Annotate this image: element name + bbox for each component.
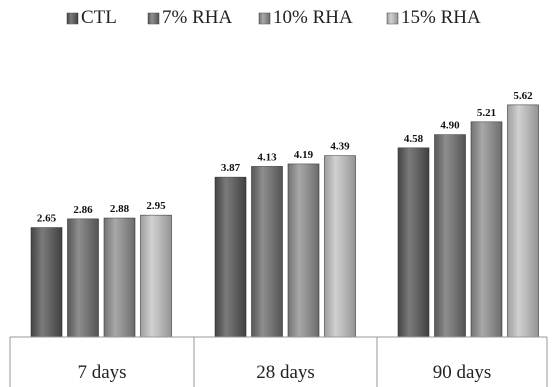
legend-swatch-shade-4 [387,13,398,24]
value-label-2-1: 3.87 [221,162,241,174]
legend: CTL 7% RHA 10% RHA 15% RHA [66,7,481,28]
bar-shade-1-1 [31,227,62,337]
bar-shade-1-4 [140,215,172,337]
legend-label-4: 15% RHA [401,7,481,28]
value-label-3-3: 5.21 [477,107,496,119]
legend-swatch-shade-2 [148,13,159,24]
bar-shade-2-4 [324,155,356,337]
bar-shade-1-2 [67,218,99,337]
bar-shade-3-4 [507,104,539,337]
value-label-1-4: 2.95 [146,200,166,212]
category-label-1: 7 days [77,362,126,383]
bars-group [30,104,539,338]
bar-shade-2-3 [288,163,319,337]
legend-swatch-shade-1 [67,13,78,24]
bar-shade-1-3 [104,218,135,337]
legend-swatch-shade-3 [259,13,270,24]
bar-shade-3-1 [398,147,429,337]
category-label-2: 28 days [256,362,315,383]
legend-label-1: CTL [81,7,117,28]
value-label-3-1: 4.58 [404,133,424,145]
bar-shade-3-3 [471,121,502,338]
legend-label-3: 10% RHA [273,7,353,28]
value-label-1-2: 2.86 [73,204,93,216]
value-label-3-2: 4.90 [440,120,460,132]
category-label-3: 90 days [433,362,492,383]
category-labels-group: 7 days 28 days 90 days [9,337,548,387]
value-labels-group: 2.65 2.86 2.88 2.95 3.87 4.13 4.19 4.39 4.58 4.90… [37,90,533,225]
bar-shade-2-1 [215,177,246,337]
value-label-2-2: 4.13 [257,151,277,163]
value-label-1-1: 2.65 [37,213,57,225]
legend-label-2: 7% RHA [162,7,232,28]
value-label-1-3: 2.88 [110,203,130,215]
value-label-3-4: 5.62 [513,90,533,102]
value-label-2-4: 4.39 [330,141,350,153]
bar-shade-3-2 [434,134,466,337]
value-label-2-3: 4.19 [294,149,314,161]
bar-shade-2-2 [251,166,283,337]
